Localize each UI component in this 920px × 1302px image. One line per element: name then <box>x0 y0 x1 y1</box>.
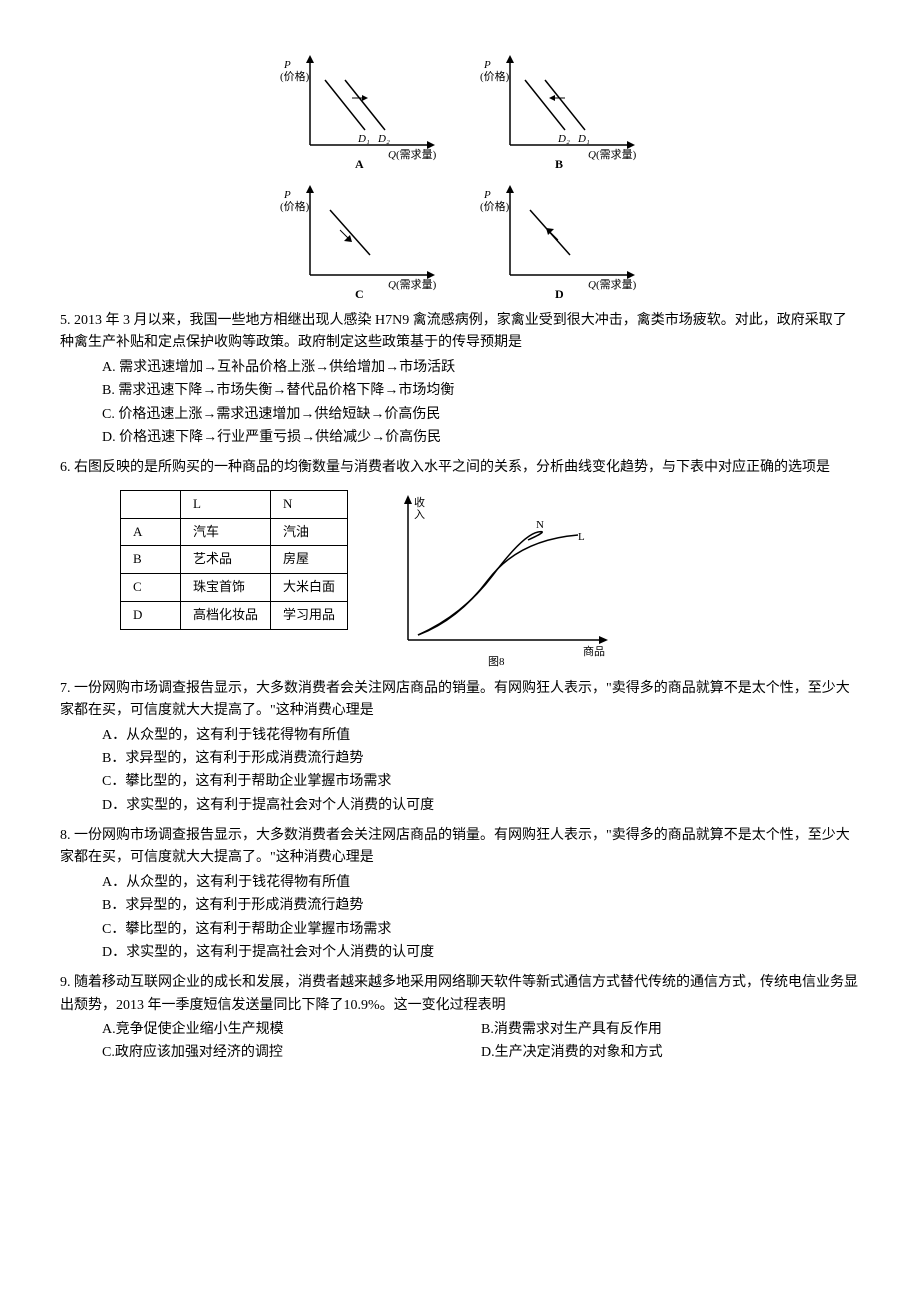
curve-n-label: N <box>536 519 544 531</box>
table-row: A 汽车 汽油 <box>121 518 348 546</box>
q8-options: A．从众型的，这有利于钱花得物有所值 B．求异型的，这有利于形成消费流行趋势 C… <box>102 872 860 965</box>
q5-options: A. 需求迅速增加→互补品价格上涨→供给增加→市场活跃 B. 需求迅速下降→市场… <box>102 357 860 450</box>
q7-opt-a: A．从众型的，这有利于钱花得物有所值 <box>102 725 860 747</box>
chart-c-label: C <box>355 287 364 300</box>
table-header-n: N <box>271 490 348 518</box>
q5-opt-b: B. 需求迅速下降→市场失衡→替代品价格下降→市场均衡 <box>102 380 860 402</box>
q-label: Q(需求量) <box>588 278 637 291</box>
curve-l-label: L <box>578 531 585 543</box>
d1-label: D₁ <box>357 133 370 145</box>
price-label: (价格) <box>280 69 310 83</box>
q9-opt-d: D.生产决定消费的对象和方式 <box>481 1042 860 1064</box>
chart-a: P (价格) Q(需求量) D₁ D₂ A <box>280 50 440 170</box>
p-label: P <box>483 59 491 71</box>
q5-stem: 5. 2013 年 3 月以来，我国一些地方相继出现人感染 H7N9 禽流感病例… <box>60 310 860 355</box>
q-label: Q(需求量) <box>588 148 637 161</box>
q6-content: L N A 汽车 汽油 B 艺术品 房屋 C 珠宝首饰 大米白面 D 高档化妆品… <box>120 490 860 670</box>
y-axis-label: 收入 <box>414 495 425 521</box>
q8-opt-c: C．攀比型的，这有利于帮助企业掌握市场需求 <box>102 919 860 941</box>
q-label: Q(需求量) <box>388 148 437 161</box>
chart-d-label: D <box>555 287 564 300</box>
chart-caption: 图8 <box>488 655 505 668</box>
q5-opt-a: A. 需求迅速增加→互补品价格上涨→供给增加→市场活跃 <box>102 357 860 379</box>
chart-d: P (价格) Q(需求量) D <box>480 180 640 300</box>
chart-c: P (价格) Q(需求量) C <box>280 180 440 300</box>
table-row: B 艺术品 房屋 <box>121 546 348 574</box>
q9-options: A.竞争促使企业缩小生产规模 B.消费需求对生产具有反作用 C.政府应该加强对经… <box>102 1019 860 1064</box>
q7-opt-c: C．攀比型的，这有利于帮助企业掌握市场需求 <box>102 771 860 793</box>
table-row: C 珠宝首饰 大米白面 <box>121 574 348 602</box>
q5-opt-d: D. 价格迅速下降→行业严重亏损→供给减少→价高伤民 <box>102 427 860 449</box>
q6-table: L N A 汽车 汽油 B 艺术品 房屋 C 珠宝首饰 大米白面 D 高档化妆品… <box>120 490 348 630</box>
p-label: P <box>283 59 291 71</box>
q5-opt-c: C. 价格迅速上涨→需求迅速增加→供给短缺→价高伤民 <box>102 404 860 426</box>
d1-label: D₁ <box>577 133 590 145</box>
d2-label: D₂ <box>377 133 390 145</box>
q6-stem: 6. 右图反映的是所购买的一种商品的均衡数量与消费者收入水平之间的关系，分析曲线… <box>60 457 860 479</box>
price-label: (价格) <box>480 199 510 213</box>
q9-opt-c: C.政府应该加强对经济的调控 <box>102 1042 481 1064</box>
chart-b-label: B <box>555 157 563 170</box>
q8-opt-d: D．求实型的，这有利于提高社会对个人消费的认可度 <box>102 942 860 964</box>
q7-stem: 7. 一份网购市场调查报告显示，大多数消费者会关注网店商品的销量。有网购狂人表示… <box>60 678 860 723</box>
table-header-blank <box>121 490 181 518</box>
p-label: P <box>483 189 491 201</box>
q7-opt-b: B．求异型的，这有利于形成消费流行趋势 <box>102 748 860 770</box>
q9-opt-b: B.消费需求对生产具有反作用 <box>481 1019 860 1041</box>
q-label: Q(需求量) <box>388 278 437 291</box>
p-label: P <box>283 189 291 201</box>
chart-grid: P (价格) Q(需求量) D₁ D₂ A P (价格) Q(需求量) D₂ D… <box>60 50 860 300</box>
price-label: (价格) <box>280 199 310 213</box>
d2-label: D₂ <box>557 133 570 145</box>
q6-chart: 收入 商品 L N 图8 <box>378 490 618 670</box>
q9-stem: 9. 随着移动互联网企业的成长和发展，消费者越来越多地采用网络聊天软件等新式通信… <box>60 972 860 1017</box>
q7-opt-d: D．求实型的，这有利于提高社会对个人消费的认可度 <box>102 795 860 817</box>
price-label: (价格) <box>480 69 510 83</box>
q8-stem: 8. 一份网购市场调查报告显示，大多数消费者会关注网店商品的销量。有网购狂人表示… <box>60 825 860 870</box>
q9-opt-a: A.竞争促使企业缩小生产规模 <box>102 1019 481 1041</box>
table-row: D 高档化妆品 学习用品 <box>121 601 348 629</box>
chart-b: P (价格) Q(需求量) D₂ D₁ B <box>480 50 640 170</box>
q7-options: A．从众型的，这有利于钱花得物有所值 B．求异型的，这有利于形成消费流行趋势 C… <box>102 725 860 818</box>
chart-a-label: A <box>355 157 364 170</box>
q8-opt-a: A．从众型的，这有利于钱花得物有所值 <box>102 872 860 894</box>
x-axis-label: 商品 <box>583 644 605 658</box>
table-header-l: L <box>181 490 271 518</box>
q8-opt-b: B．求异型的，这有利于形成消费流行趋势 <box>102 895 860 917</box>
